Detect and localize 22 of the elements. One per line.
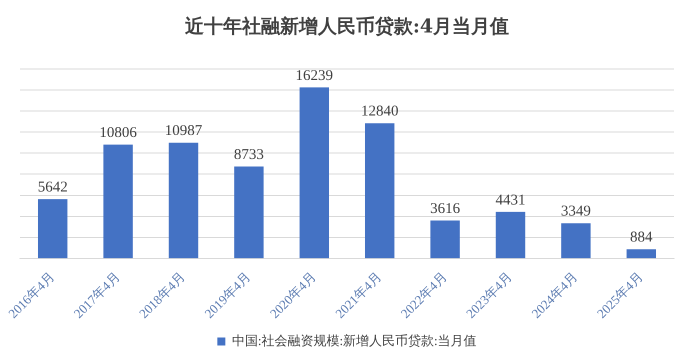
data-label: 10806: [99, 125, 138, 142]
bar: [430, 220, 460, 258]
bar: [38, 199, 68, 258]
chart-title: 近十年社融新增人民币贷款:4月当月值: [184, 15, 510, 38]
bar: [168, 142, 198, 258]
legend-label: 中国:社会融资规模:新增人民币贷款:当月值: [232, 332, 477, 348]
data-label: 8733: [234, 146, 264, 163]
bar: [103, 144, 133, 258]
data-label: 12840: [360, 104, 398, 120]
data-label: 4431: [496, 192, 526, 208]
data-label: 5642: [38, 180, 68, 196]
data-label: 10987: [164, 123, 203, 140]
bar: [626, 249, 656, 258]
bar: [496, 212, 526, 258]
bar: [234, 166, 264, 258]
data-label: 884: [630, 230, 654, 246]
data-label: 3616: [430, 200, 461, 217]
data-label: 16239: [296, 68, 334, 84]
bar: [561, 223, 591, 258]
bar: [364, 123, 394, 258]
data-label: 3349: [560, 204, 591, 220]
bar: [300, 87, 330, 258]
